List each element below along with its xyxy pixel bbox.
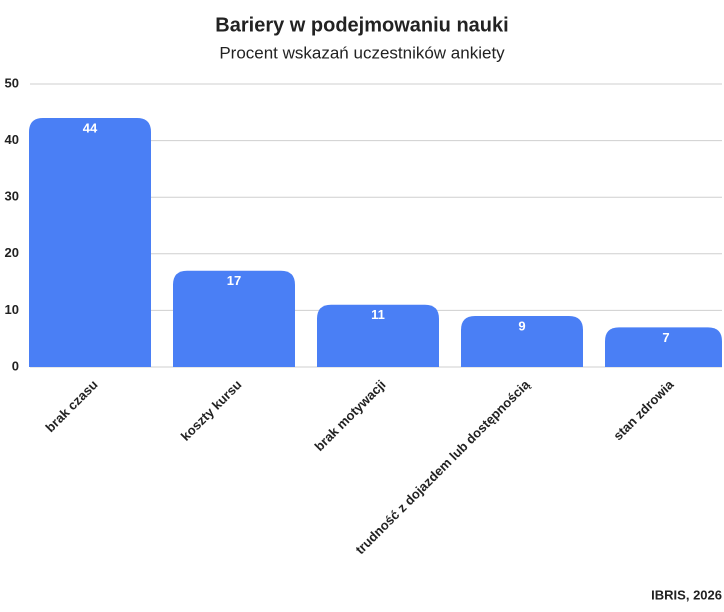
bar [29,117,151,368]
y-tick-label: 20 [5,245,19,260]
source: IBRIS, 2026 [651,587,722,602]
x-tick-label: stan zdrowia [610,376,677,443]
x-tick-label: brak czasu [42,377,100,435]
value-label: 11 [371,307,385,322]
bar [317,304,439,367]
x-tick-label: brak motywacji [312,377,389,454]
value-label: 17 [227,273,241,288]
x-tick-label: trudność z dojazdem lub dostępnością [352,376,533,557]
value-label: 44 [83,120,98,135]
y-tick-label: 30 [5,189,19,204]
bar [605,327,722,367]
chart-subtitle: Procent wskazań uczestników ankiety [219,43,505,62]
chart-title: Bariery w podejmowaniu nauki [215,14,508,36]
value-label: 7 [662,330,669,345]
bar [461,316,583,367]
y-tick-label: 40 [5,132,19,147]
value-label: 9 [518,318,525,333]
y-tick-label: 0 [12,358,19,373]
y-tick-label: 50 [5,75,19,90]
x-tick-label: koszty kursu [178,377,245,444]
y-tick-label: 10 [5,302,19,317]
bar [173,270,295,367]
